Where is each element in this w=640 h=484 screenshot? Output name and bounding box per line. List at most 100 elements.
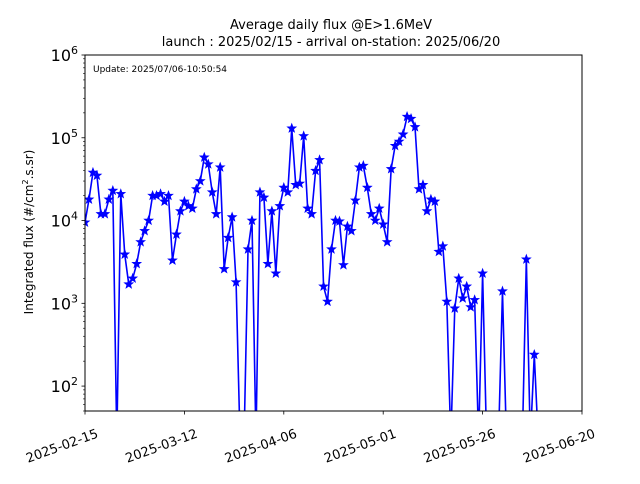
y-tick-label: 104: [51, 210, 78, 231]
data-point-star: [306, 208, 318, 219]
data-point-star: [127, 272, 139, 283]
data-point-star: [469, 294, 481, 305]
data-point-star: [190, 183, 202, 194]
y-tick-label-exponent: 6: [71, 44, 78, 57]
data-point-star: [135, 236, 147, 247]
data-point-star: [437, 240, 449, 251]
data-point-star: [85, 193, 95, 204]
y-tick-label-base: 10: [51, 46, 71, 65]
data-point-star: [115, 188, 127, 199]
data-point-star: [409, 121, 421, 132]
update-annotation: Update: 2025/07/06-10:50:54: [93, 65, 227, 75]
y-tick-label-base: 10: [51, 377, 71, 396]
data-point-star: [318, 280, 329, 291]
data-point-star: [167, 254, 178, 265]
data-point-star: [361, 181, 373, 193]
y-tick-label-base: 10: [51, 294, 71, 313]
data-point-star: [334, 215, 345, 226]
data-point-star: [194, 175, 206, 186]
data-point-star: [143, 214, 154, 226]
data-point-star: [441, 295, 453, 307]
data-point-star: [107, 184, 119, 196]
data-point-star: [246, 214, 258, 226]
data-point-star: [349, 194, 361, 206]
data-point-star: [171, 228, 182, 239]
y-tick-label-base: 10: [51, 212, 71, 231]
data-point-star: [274, 200, 286, 211]
data-point-star: [357, 160, 369, 171]
data-point-star: [270, 267, 282, 278]
data-point-star: [338, 259, 349, 270]
data-point-star: [85, 216, 91, 227]
data-point-star: [477, 267, 488, 278]
data-point-star: [230, 276, 242, 287]
data-point-star: [314, 154, 325, 165]
y-tick-label-exponent: 5: [71, 127, 78, 140]
data-point-star: [254, 186, 266, 197]
plot-frame: [84, 54, 583, 412]
data-point-star: [326, 243, 337, 254]
data-point-star: [99, 208, 111, 219]
y-axis-label-rest: .s.sr): [22, 150, 36, 180]
y-tick-label: 105: [51, 127, 78, 148]
data-point-star: [365, 208, 377, 219]
data-point-star: [294, 177, 306, 189]
data-point-star: [286, 122, 298, 133]
data-point-star: [449, 302, 461, 313]
data-point-star: [123, 278, 135, 289]
data-point-star: [302, 202, 314, 214]
data-point-star: [322, 295, 333, 307]
y-axis-label-text: Integrated flux (#/cm: [22, 185, 36, 315]
data-point-star: [278, 181, 290, 193]
y-tick-label-exponent: 4: [71, 210, 78, 223]
data-point-star: [381, 236, 393, 247]
data-point-star: [461, 280, 473, 291]
data-point-star: [222, 232, 234, 243]
data-point-star: [179, 195, 190, 207]
data-point-star: [346, 225, 357, 236]
data-point-star: [202, 158, 214, 169]
data-point-star: [393, 135, 405, 147]
y-axis-label-superscript: 2: [21, 179, 30, 184]
data-point-star: [369, 214, 381, 226]
data-point-star: [385, 163, 397, 174]
data-point-star: [457, 292, 469, 303]
data-point-star: [465, 301, 477, 312]
data-point-star: [397, 128, 409, 139]
data-point-star: [298, 130, 310, 141]
data-point-star: [429, 195, 441, 207]
data-point-star: [310, 165, 321, 176]
chart-subtitle: launch : 2025/02/15 - arrival on-station…: [162, 35, 500, 50]
data-point-star: [159, 195, 170, 207]
data-point-star: [198, 151, 210, 162]
data-point-star: [417, 179, 429, 190]
data-point-star: [218, 263, 230, 274]
data-point-star: [226, 211, 238, 222]
y-tick-label-exponent: 2: [71, 375, 78, 388]
data-point-star: [433, 246, 445, 257]
data-point-star: [282, 186, 294, 197]
data-point-star: [405, 113, 417, 124]
data-point-star: [342, 220, 353, 231]
data-point-star: [210, 208, 222, 219]
data-point-star: [453, 272, 465, 283]
data-point-star: [186, 202, 198, 214]
data-point-star: [520, 253, 532, 264]
data-point-star: [206, 186, 218, 197]
data-point-star: [266, 205, 278, 216]
y-tick-label: 103: [51, 292, 78, 313]
y-tick-label: 102: [51, 375, 78, 396]
y-tick-label-exponent: 3: [71, 292, 78, 305]
data-point-star: [377, 218, 389, 229]
data-point-star: [139, 225, 151, 236]
data-point-star: [175, 205, 186, 216]
data-point-star: [258, 191, 270, 203]
y-tick-label-base: 10: [51, 129, 71, 148]
chart-title: Average daily flux @E>1.6MeV: [230, 18, 432, 33]
y-axis-label: Integrated flux (#/cm2.s.sr): [21, 150, 36, 315]
data-point-star: [163, 189, 174, 201]
data-point-star: [242, 243, 254, 254]
